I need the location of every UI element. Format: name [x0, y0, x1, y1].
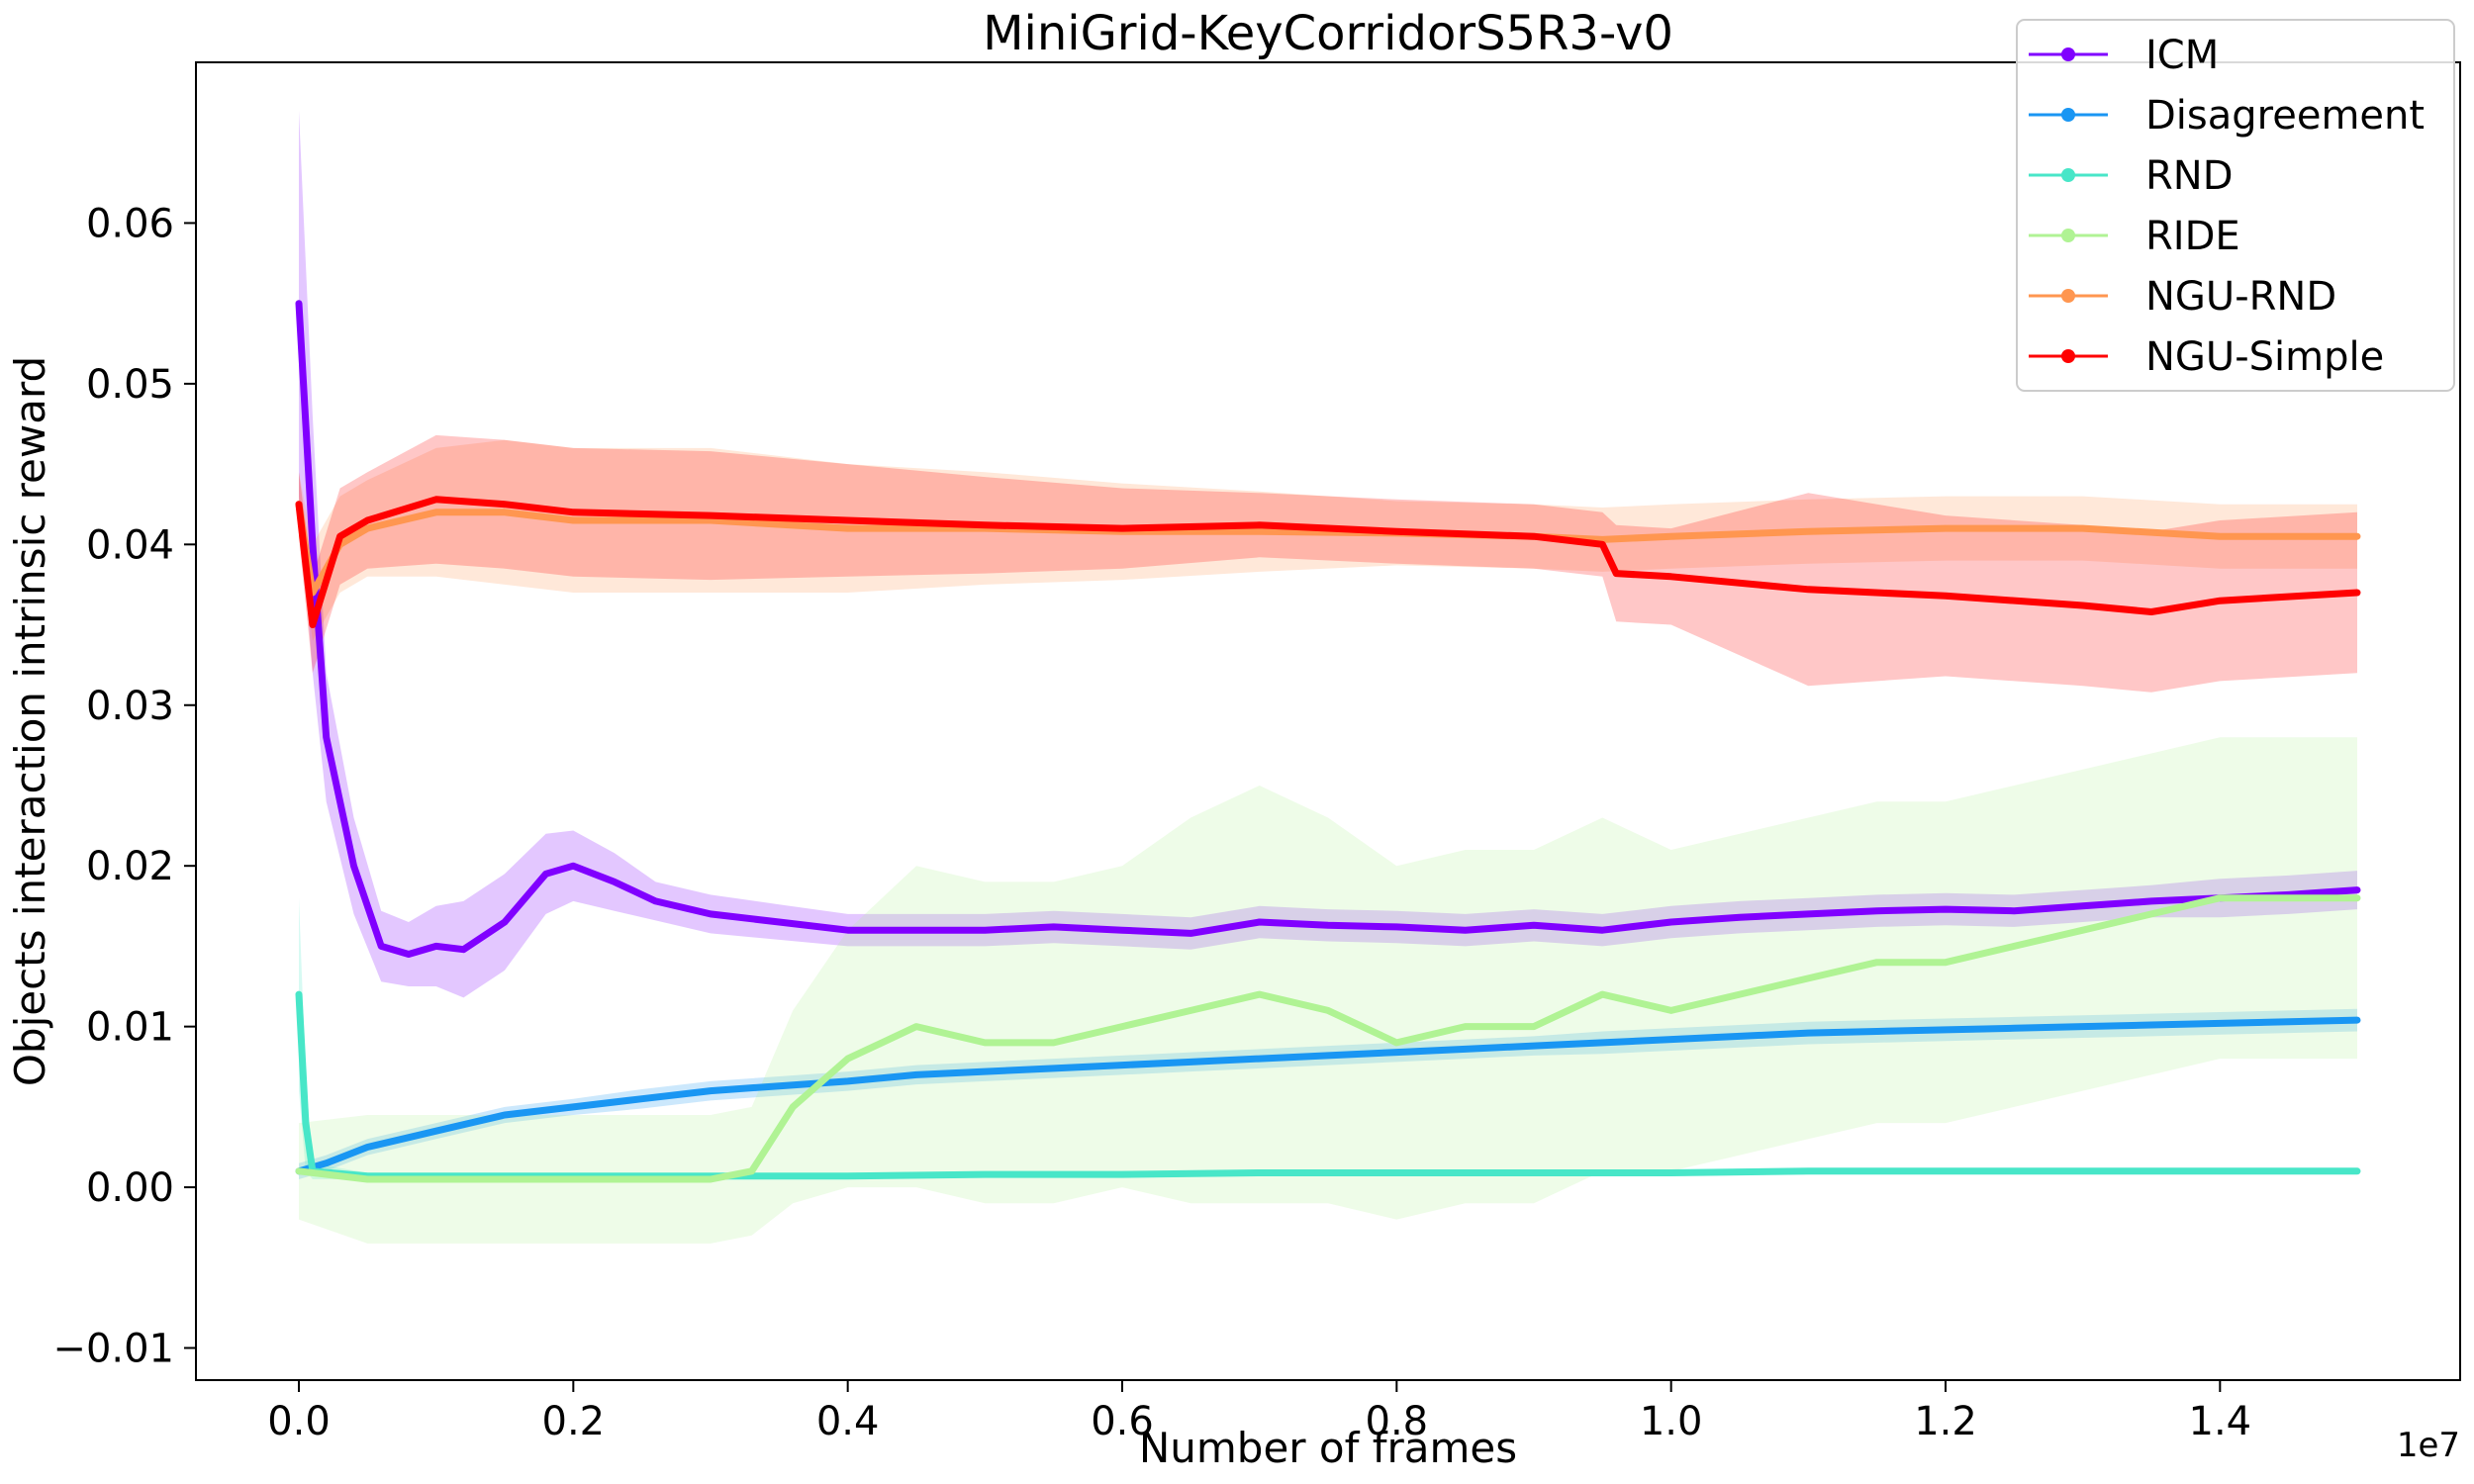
x-tick-label: 0.0 [267, 1399, 331, 1444]
x-tick-label: 1.2 [1914, 1399, 1977, 1444]
x-axis-exponent-label: 1e7 [2397, 1426, 2460, 1465]
series-band-ngu-rnd [299, 439, 2357, 641]
y-tick-label: −0.01 [52, 1327, 174, 1372]
y-tick-label: 0.01 [86, 1005, 174, 1051]
series-line-ngu-simple [295, 496, 2361, 628]
legend-marker-disagreement [2061, 108, 2075, 122]
x-tick-label: 0.8 [1366, 1399, 1429, 1444]
y-tick-label: 0.04 [86, 522, 174, 568]
legend-marker-icm [2061, 47, 2075, 61]
legend-label-ngu-rnd: NGU-RND [2145, 274, 2336, 320]
legend-marker-rnd [2061, 168, 2075, 182]
legend-label-rnd: RND [2145, 153, 2234, 199]
y-tick-label: 0.00 [86, 1165, 174, 1211]
chart-title: MiniGrid-KeyCorridorS5R3-v0 [983, 6, 1673, 61]
y-tick-label: 0.03 [86, 684, 174, 729]
series-line-disagreement [295, 1016, 2361, 1175]
plot-area-frame [195, 61, 2461, 1381]
legend-marker-ride [2061, 229, 2075, 242]
series-line-icm [295, 300, 2361, 958]
legend: ICM Disagreement RND RIDE NGU-RND NGU-Simple [2016, 19, 2455, 392]
legend-box [2016, 19, 2455, 392]
y-tick-label: 0.06 [86, 201, 174, 246]
legend-marker-ngu-simple [2061, 349, 2075, 363]
legend-marker-ngu-rnd [2061, 289, 2075, 303]
x-tick-label: 0.2 [542, 1399, 606, 1444]
series-band-ngu-simple [299, 434, 2357, 693]
x-tick-label: 0.6 [1091, 1399, 1154, 1444]
x-tick-label: 0.4 [816, 1399, 880, 1444]
x-axis-title: Number of frames [1139, 1424, 1517, 1472]
series-line-ride [295, 894, 2361, 1183]
y-axis-title: Objects interaction intrinsic reward [6, 356, 54, 1086]
legend-label-icm: ICM [2145, 33, 2219, 78]
legend-label-ngu-simple: NGU-Simple [2145, 334, 2384, 380]
legend-label-ride: RIDE [2145, 214, 2240, 259]
series-band-ride [299, 737, 2357, 1244]
x-tick-label: 1.4 [2189, 1399, 2252, 1444]
y-tick-label: 0.02 [86, 844, 174, 889]
series-band-icm [299, 110, 2357, 998]
y-tick-label: 0.05 [86, 362, 174, 408]
x-tick-label: 1.0 [1640, 1399, 1703, 1444]
legend-label-disagreement: Disagreement [2145, 93, 2425, 139]
